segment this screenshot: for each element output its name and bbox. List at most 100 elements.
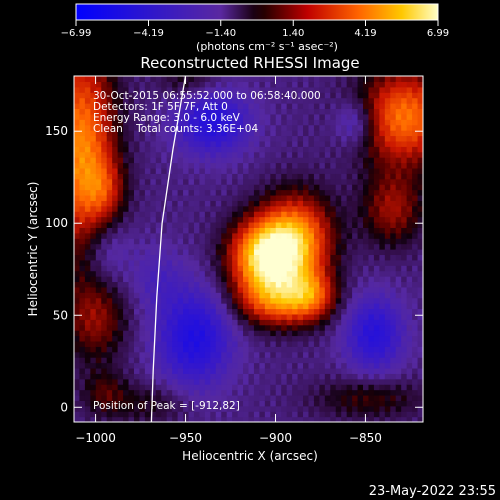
heatmap-cell xyxy=(232,194,239,201)
heatmap-cell xyxy=(204,357,211,364)
heatmap-cell xyxy=(84,124,91,131)
heatmap-cell xyxy=(106,319,113,326)
heatmap-cell xyxy=(357,297,364,304)
heatmap-cell xyxy=(226,227,233,234)
heatmap-cell xyxy=(248,259,255,266)
heatmap-cell xyxy=(281,92,288,99)
heatmap-cell xyxy=(390,194,397,201)
heatmap-cell xyxy=(204,157,211,164)
heatmap-cell xyxy=(172,389,179,396)
heatmap-cell xyxy=(172,157,179,164)
heatmap-cell xyxy=(117,135,124,142)
heatmap-cell xyxy=(155,178,162,185)
heatmap-cell xyxy=(395,124,402,131)
heatmap-cell xyxy=(199,416,206,422)
heatmap-cell xyxy=(406,119,413,126)
heatmap-cell xyxy=(90,292,97,299)
heatmap-cell xyxy=(150,254,157,261)
heatmap-cell xyxy=(330,103,337,110)
heatmap-cell xyxy=(384,400,391,407)
heatmap-cell xyxy=(352,221,359,228)
heatmap-cell xyxy=(221,389,228,396)
heatmap-cell xyxy=(117,162,124,169)
heatmap-cell xyxy=(248,346,255,353)
heatmap-cell xyxy=(226,124,233,131)
heatmap-cell xyxy=(248,184,255,191)
heatmap-cell xyxy=(95,259,102,266)
heatmap-cell xyxy=(373,378,380,385)
heatmap-cell xyxy=(95,157,102,164)
heatmap-cell xyxy=(106,281,113,288)
heatmap-cell xyxy=(210,319,217,326)
heatmap-cell xyxy=(133,340,141,347)
heatmap-cell xyxy=(313,92,320,99)
heatmap-cell xyxy=(253,362,260,369)
heatmap-cell xyxy=(193,292,201,299)
heatmap-cell xyxy=(286,292,293,299)
heatmap-cell xyxy=(237,238,244,245)
heatmap-cell xyxy=(101,86,108,93)
heatmap-cell xyxy=(341,151,348,158)
heatmap-cell xyxy=(144,140,151,147)
heatmap-cell xyxy=(243,113,250,120)
heatmap-cell xyxy=(204,86,211,93)
heatmap-cell xyxy=(237,324,244,331)
heatmap-cells xyxy=(74,76,423,422)
heatmap-cell xyxy=(188,227,195,234)
heatmap-cell xyxy=(319,86,326,93)
heatmap-cell xyxy=(412,103,419,110)
heatmap-cell xyxy=(412,200,419,207)
heatmap-cell xyxy=(248,340,255,347)
heatmap-cell xyxy=(221,92,228,99)
heatmap-cell xyxy=(253,265,260,272)
heatmap-cell xyxy=(379,249,386,256)
heatmap-cell xyxy=(412,243,419,250)
heatmap-cell xyxy=(303,308,310,315)
heatmap-cell xyxy=(177,140,184,147)
heatmap-cell xyxy=(401,200,408,207)
heatmap-cell xyxy=(259,216,266,223)
heatmap-cell xyxy=(313,416,320,422)
heatmap-cell xyxy=(221,373,228,380)
heatmap-cell xyxy=(193,265,201,272)
heatmap-cell xyxy=(352,184,359,191)
heatmap-cell xyxy=(117,189,124,196)
heatmap-cell xyxy=(281,211,288,218)
heatmap-cell xyxy=(177,194,184,201)
heatmap-cell xyxy=(155,194,162,201)
heatmap-cell xyxy=(210,211,217,218)
heatmap-cell xyxy=(330,86,337,93)
heatmap-cell xyxy=(352,330,359,337)
heatmap-cell xyxy=(275,297,282,304)
heatmap-cell xyxy=(144,303,151,310)
heatmap-cell xyxy=(232,362,239,369)
heatmap-cell xyxy=(90,324,97,331)
heatmap-cell xyxy=(390,86,397,93)
heatmap-cell xyxy=(210,227,217,234)
heatmap-cell xyxy=(406,378,413,385)
heatmap-cell xyxy=(139,308,146,315)
heatmap-cell xyxy=(384,357,391,364)
heatmap-cell xyxy=(357,249,364,256)
heatmap-cell xyxy=(161,146,168,153)
heatmap-cell xyxy=(183,249,190,256)
heatmap-cell xyxy=(401,265,408,272)
heatmap-cell xyxy=(275,340,282,347)
heatmap-cell xyxy=(139,351,146,358)
heatmap-cell xyxy=(232,135,239,142)
heatmap-cell xyxy=(155,151,162,158)
heatmap-cell xyxy=(101,270,108,277)
heatmap-cell xyxy=(401,411,408,418)
heatmap-cell xyxy=(324,157,331,164)
heatmap-cell xyxy=(90,330,97,337)
heatmap-cell xyxy=(221,351,228,358)
heatmap-cell xyxy=(373,303,380,310)
heatmap-cell xyxy=(313,140,320,147)
heatmap-cell xyxy=(286,103,293,110)
heatmap-cell xyxy=(177,92,184,99)
heatmap-cell xyxy=(199,259,206,266)
heatmap-cell xyxy=(193,92,201,99)
heatmap-cell xyxy=(79,400,86,407)
heatmap-cell xyxy=(155,313,162,320)
